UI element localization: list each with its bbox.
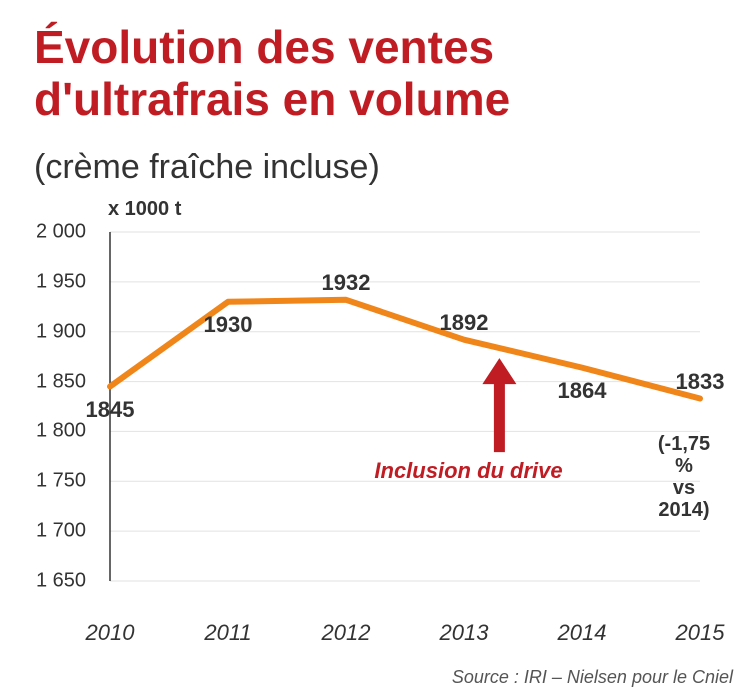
chart-subtitle: (crème fraîche incluse) (34, 148, 380, 187)
value-label: 1932 (322, 270, 371, 296)
plot-area: 1 6501 7001 7501 8001 8501 9001 9502 000… (92, 228, 712, 613)
title-line-2: d'ultrafrais en volume (34, 73, 510, 125)
y-tick-label: 1 700 (16, 520, 86, 543)
title-line-1: Évolution des ventes (34, 21, 494, 73)
annotation-drive-label: Inclusion du drive (374, 458, 562, 484)
y-tick-label: 1 800 (16, 420, 86, 443)
x-tick-label: 2014 (558, 620, 607, 646)
y-tick-label: 1 850 (16, 370, 86, 393)
annotation-change-note: (-1,75 %vs 2014) (656, 433, 712, 521)
value-label: 1833 (676, 369, 725, 395)
x-tick-label: 2011 (204, 620, 251, 646)
y-tick-label: 2 000 (16, 221, 86, 244)
unit-label: x 1000 t (108, 198, 181, 221)
source-text: Source : IRI – Nielsen pour le Cniel (452, 667, 733, 688)
chart-svg (92, 228, 712, 613)
x-tick-label: 2010 (86, 620, 135, 646)
y-tick-label: 1 650 (16, 570, 86, 593)
data-line (110, 300, 700, 399)
x-tick-label: 2012 (322, 620, 371, 646)
value-label: 1864 (558, 378, 607, 404)
y-tick-label: 1 750 (16, 470, 86, 493)
value-label: 1845 (86, 397, 135, 423)
annotation-arrow-head (482, 358, 516, 384)
chart-title: Évolution des ventes d'ultrafrais en vol… (34, 22, 714, 125)
y-tick-label: 1 900 (16, 320, 86, 343)
y-tick-label: 1 950 (16, 270, 86, 293)
value-label: 1930 (204, 312, 253, 338)
value-label: 1892 (440, 310, 489, 336)
x-tick-label: 2015 (676, 620, 725, 646)
x-tick-label: 2013 (440, 620, 489, 646)
chart-container: Évolution des ventes d'ultrafrais en vol… (0, 0, 747, 696)
